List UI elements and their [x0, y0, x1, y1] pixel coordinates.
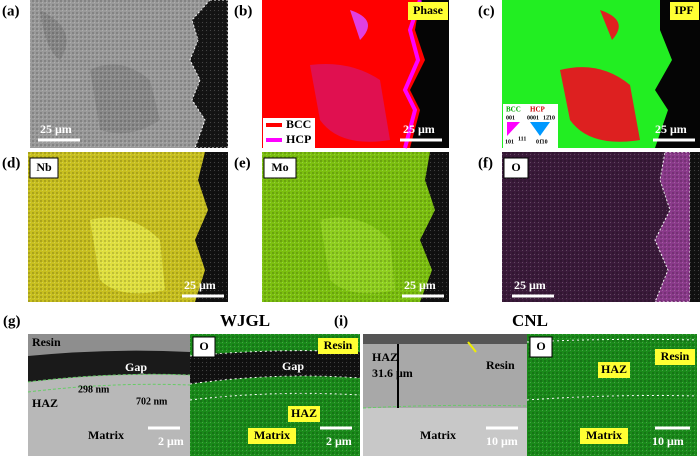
- region-label: HAZ: [601, 362, 627, 376]
- region-label: Resin: [32, 335, 61, 349]
- panel-a: (a) 25 μm: [2, 0, 229, 149]
- panel-g: (g) WJGL Resin Gap HAZ Matrix 298 nm 702…: [3, 311, 361, 456]
- panel-label: (f): [478, 155, 493, 171]
- dimension: 298 nm: [78, 384, 110, 395]
- panel-title: Mo: [271, 160, 288, 174]
- region-label: HAZ: [32, 396, 58, 410]
- panel-title: IPF: [674, 3, 693, 17]
- scale-bar: 25 μm: [404, 278, 436, 292]
- legend-entry: HCP: [286, 132, 311, 146]
- panel-b: (b) Phase BCC HCP 25 μm: [234, 0, 449, 149]
- region-label: Gap: [125, 360, 147, 374]
- scale-bar: 10 μm: [652, 434, 684, 448]
- panel-e: (e) Mo 25 μm: [234, 152, 449, 302]
- panel-title: Phase: [413, 3, 444, 17]
- region-label: Matrix: [586, 428, 622, 442]
- region-label: Resin: [486, 358, 515, 372]
- scale-bar: 25 μm: [40, 122, 72, 136]
- dimension: 31.6 μm: [372, 366, 413, 380]
- region-label: Matrix: [420, 428, 456, 442]
- region-label: Matrix: [88, 428, 124, 442]
- panel-title: Nb: [36, 160, 52, 174]
- element: O: [199, 339, 208, 353]
- region-label: Resin: [661, 349, 690, 363]
- scale-bar: 25 μm: [655, 122, 687, 136]
- region-label: HAZ: [372, 350, 398, 364]
- pole: 01̄10: [536, 139, 548, 145]
- region-label: HAZ: [291, 406, 317, 420]
- panel-label: (a): [2, 3, 20, 19]
- panel-label: (c): [478, 3, 495, 19]
- panel-label: (d): [2, 155, 20, 171]
- scale-bar: 25 μm: [403, 122, 435, 136]
- pole: 101: [505, 139, 514, 145]
- panel-title: CNL: [512, 311, 548, 330]
- legend-entry: HCP: [530, 106, 546, 114]
- panel-i: (i) CNL HAZ Resin Matrix 31.6 μm 10 μm O…: [334, 311, 698, 456]
- scale-bar: 25 μm: [184, 278, 216, 292]
- pole: 111: [518, 136, 526, 142]
- panel-title: WJGL: [220, 311, 270, 330]
- panel-label: (e): [234, 155, 251, 171]
- pole: 0001: [527, 115, 539, 121]
- legend-entry: BCC: [286, 117, 311, 131]
- panel-label: (i): [334, 313, 348, 329]
- panel-c: (c) IPF BCC HCP 001 0001 12̄10 101 111 0…: [478, 0, 700, 148]
- region-label: Resin: [324, 338, 353, 352]
- scale-bar: 10 μm: [486, 434, 518, 448]
- scale-bar: 25 μm: [514, 278, 546, 292]
- panel-d: (d) Nb 25 μm: [2, 152, 228, 302]
- pole: 001: [506, 115, 515, 121]
- panel-label: (b): [234, 3, 252, 19]
- scale-bar: 2 μm: [326, 434, 352, 448]
- scale-bar: 2 μm: [158, 434, 184, 448]
- pole: 12̄10: [543, 115, 555, 121]
- region-label: Gap: [282, 359, 304, 373]
- element: O: [536, 339, 545, 353]
- legend-entry: BCC: [506, 106, 521, 114]
- region-label: Matrix: [254, 428, 290, 442]
- panel-title: O: [511, 160, 520, 174]
- dimension: 702 nm: [136, 396, 168, 407]
- panel-label: (g): [3, 313, 21, 329]
- panel-f: (f) O 25 μm: [478, 151, 700, 303]
